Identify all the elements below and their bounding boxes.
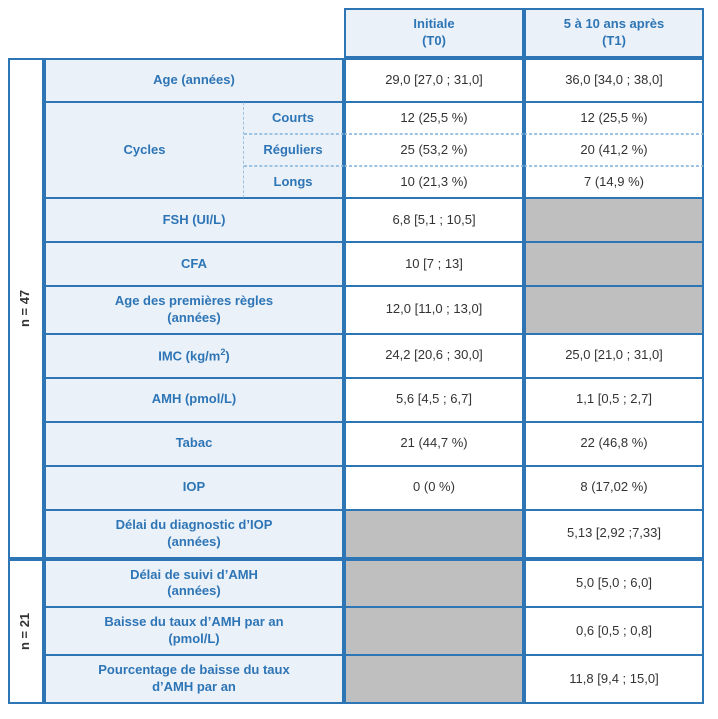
row-label-iop: IOP <box>44 466 344 510</box>
row-label-cycles: Cycles <box>44 102 244 198</box>
cell-pct-baisse-t0 <box>344 655 524 704</box>
cell-fsh-t1 <box>524 198 704 242</box>
cell-tabac-t1: 22 (46,8 %) <box>524 422 704 466</box>
row-label-age: Age (années) <box>44 58 344 102</box>
cell-imc-t0: 24,2 [20,6 ; 30,0] <box>344 334 524 378</box>
cell-cycles-courts-t0: 12 (25,5 %) <box>344 102 524 134</box>
clinical-data-table: Initiale(T0) 5 à 10 ans après(T1) n = 47… <box>8 8 710 704</box>
group-label-n21-text: n = 21 <box>18 613 35 650</box>
cell-baisse-amh-t0 <box>344 607 524 655</box>
row-label-delai-amh: Délai de suivi d’AMH(années) <box>44 559 344 608</box>
cell-cfa-t0: 10 [7 ; 13] <box>344 242 524 286</box>
cell-age-t1: 36,0 [34,0 ; 38,0] <box>524 58 704 102</box>
row-label-cycles-courts: Courts <box>244 102 344 134</box>
cell-cycles-longs-t1: 7 (14,9 %) <box>524 166 704 198</box>
cell-iop-t0: 0 (0 %) <box>344 466 524 510</box>
cell-cycles-longs-t0: 10 (21,3 %) <box>344 166 524 198</box>
cell-cycles-reguliers-t1: 20 (41,2 %) <box>524 134 704 166</box>
row-label-delai-iop: Délai du diagnostic d’IOP(années) <box>44 510 344 559</box>
cell-menarche-t0: 12,0 [11,0 ; 13,0] <box>344 286 524 334</box>
cell-delai-amh-t1: 5,0 [5,0 ; 6,0] <box>524 559 704 608</box>
group-label-n21: n = 21 <box>8 559 44 704</box>
row-label-age-text: Age (années) <box>153 72 235 89</box>
cell-pct-baisse-t1: 11,8 [9,4 ; 15,0] <box>524 655 704 704</box>
cell-delai-iop-t1: 5,13 [2,92 ;7,33] <box>524 510 704 559</box>
row-label-tabac: Tabac <box>44 422 344 466</box>
cell-cfa-t1 <box>524 242 704 286</box>
cell-delai-iop-t0 <box>344 510 524 559</box>
row-label-cycles-longs: Longs <box>244 166 344 198</box>
row-label-fsh: FSH (UI/L) <box>44 198 344 242</box>
row-label-cycles-reguliers: Réguliers <box>244 134 344 166</box>
col-header-t1: 5 à 10 ans après(T1) <box>524 8 704 58</box>
cell-menarche-t1 <box>524 286 704 334</box>
row-label-menarche: Age des premières règles(années) <box>44 286 344 334</box>
cell-baisse-amh-t1: 0,6 [0,5 ; 0,8] <box>524 607 704 655</box>
cell-amh-t1: 1,1 [0,5 ; 2,7] <box>524 378 704 422</box>
col-header-t1-text: 5 à 10 ans après(T1) <box>564 16 664 50</box>
cell-amh-t0: 5,6 [4,5 ; 6,7] <box>344 378 524 422</box>
col-header-t0-text: Initiale(T0) <box>413 16 454 50</box>
cell-delai-amh-t0 <box>344 559 524 608</box>
row-label-imc-text: IMC (kg/m2) <box>158 347 230 365</box>
row-label-cfa: CFA <box>44 242 344 286</box>
cell-tabac-t0: 21 (44,7 %) <box>344 422 524 466</box>
row-label-pct-baisse: Pourcentage de baisse du tauxd’AMH par a… <box>44 655 344 704</box>
row-label-imc: IMC (kg/m2) <box>44 334 344 378</box>
row-label-cycles-text: Cycles <box>124 142 166 159</box>
cell-fsh-t0: 6,8 [5,1 ; 10,5] <box>344 198 524 242</box>
corner-blank <box>8 8 344 58</box>
cell-iop-t1: 8 (17,02 %) <box>524 466 704 510</box>
group-label-n47-text: n = 47 <box>18 290 35 327</box>
cell-cycles-reguliers-t0: 25 (53,2 %) <box>344 134 524 166</box>
row-label-baisse-amh: Baisse du taux d’AMH par an(pmol/L) <box>44 607 344 655</box>
cell-imc-t1: 25,0 [21,0 ; 31,0] <box>524 334 704 378</box>
row-label-amh: AMH (pmol/L) <box>44 378 344 422</box>
group-label-n47: n = 47 <box>8 58 44 559</box>
cell-age-t0: 29,0 [27,0 ; 31,0] <box>344 58 524 102</box>
cell-cycles-courts-t1: 12 (25,5 %) <box>524 102 704 134</box>
col-header-t0: Initiale(T0) <box>344 8 524 58</box>
